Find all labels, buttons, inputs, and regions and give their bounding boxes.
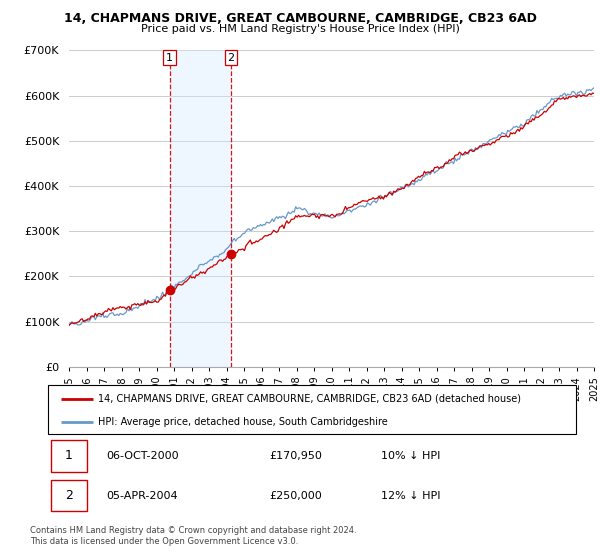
Text: 06-OCT-2000: 06-OCT-2000	[106, 451, 179, 461]
Text: 10% ↓ HPI: 10% ↓ HPI	[380, 451, 440, 461]
Text: £250,000: £250,000	[270, 491, 323, 501]
Text: £170,950: £170,950	[270, 451, 323, 461]
Text: 14, CHAPMANS DRIVE, GREAT CAMBOURNE, CAMBRIDGE, CB23 6AD: 14, CHAPMANS DRIVE, GREAT CAMBOURNE, CAM…	[64, 12, 536, 25]
Text: Price paid vs. HM Land Registry's House Price Index (HPI): Price paid vs. HM Land Registry's House …	[140, 24, 460, 34]
Text: 2: 2	[227, 53, 235, 63]
Text: 05-APR-2004: 05-APR-2004	[106, 491, 178, 501]
Text: Contains HM Land Registry data © Crown copyright and database right 2024.
This d: Contains HM Land Registry data © Crown c…	[30, 526, 356, 546]
Text: 1: 1	[166, 53, 173, 63]
Text: 1: 1	[65, 449, 73, 463]
Text: 14, CHAPMANS DRIVE, GREAT CAMBOURNE, CAMBRIDGE, CB23 6AD (detached house): 14, CHAPMANS DRIVE, GREAT CAMBOURNE, CAM…	[98, 394, 521, 404]
FancyBboxPatch shape	[50, 440, 86, 472]
FancyBboxPatch shape	[50, 480, 86, 511]
Text: HPI: Average price, detached house, South Cambridgeshire: HPI: Average price, detached house, Sout…	[98, 417, 388, 427]
Bar	[170, 50, 231, 367]
Text: 2: 2	[65, 489, 73, 502]
Text: 12% ↓ HPI: 12% ↓ HPI	[380, 491, 440, 501]
FancyBboxPatch shape	[48, 385, 576, 434]
